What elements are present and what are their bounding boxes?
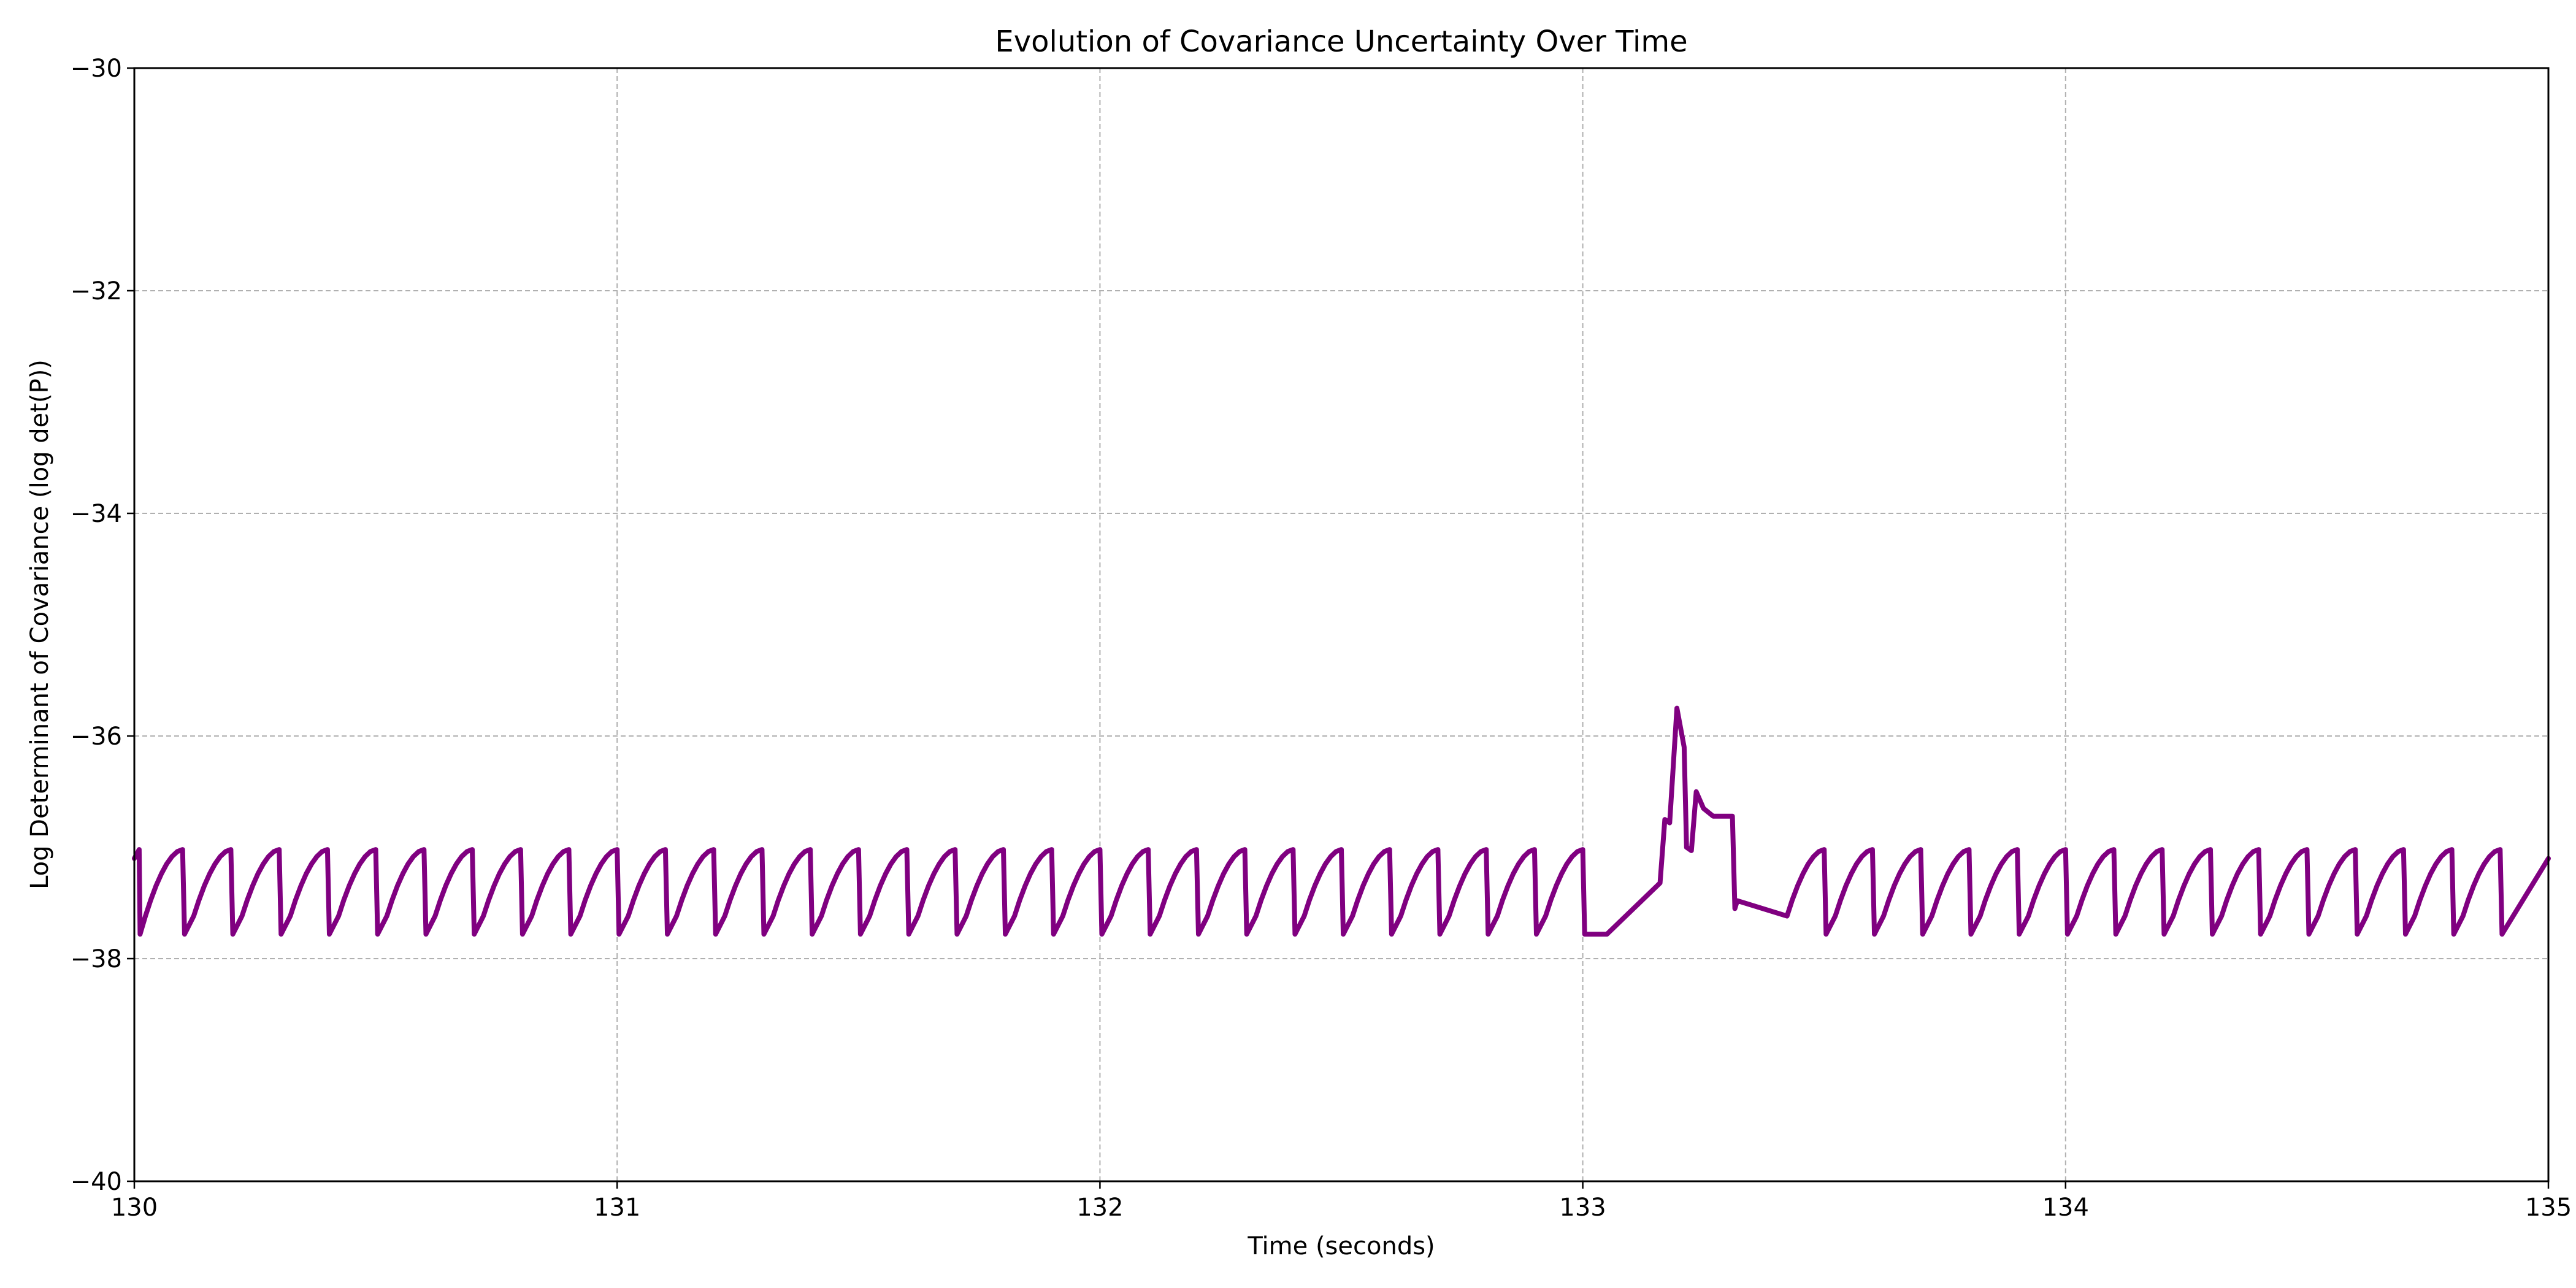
axis-ticks: 130 131 132 133 134 135 −40 −38 −36 −34 −32 −30 — [71, 55, 2572, 1222]
y-tick-label: −40 — [71, 1168, 122, 1196]
series-layer — [132, 705, 2551, 937]
x-tick-label: 131 — [594, 1194, 640, 1222]
x-tick-label: 133 — [1559, 1194, 1606, 1222]
y-tick-label: −34 — [71, 500, 122, 528]
plot-frame — [133, 67, 2550, 1183]
series-line — [132, 705, 2551, 937]
x-axis-label: Time (seconds) — [1247, 1232, 1435, 1260]
x-tick-label: 135 — [2525, 1194, 2572, 1222]
x-tick-label: 134 — [2042, 1194, 2089, 1222]
y-axis-label: Log Determinant of Covariance (log det(P… — [26, 359, 54, 889]
y-tick-label: −30 — [71, 55, 122, 83]
chart-title: Evolution of Covariance Uncertainty Over… — [995, 25, 1687, 59]
y-tick-label: −32 — [71, 277, 122, 305]
y-tick-label: −38 — [71, 945, 122, 973]
y-tick-label: −36 — [71, 723, 122, 751]
x-tick-label: 132 — [1076, 1194, 1123, 1222]
x-tick-label: 130 — [111, 1194, 158, 1222]
